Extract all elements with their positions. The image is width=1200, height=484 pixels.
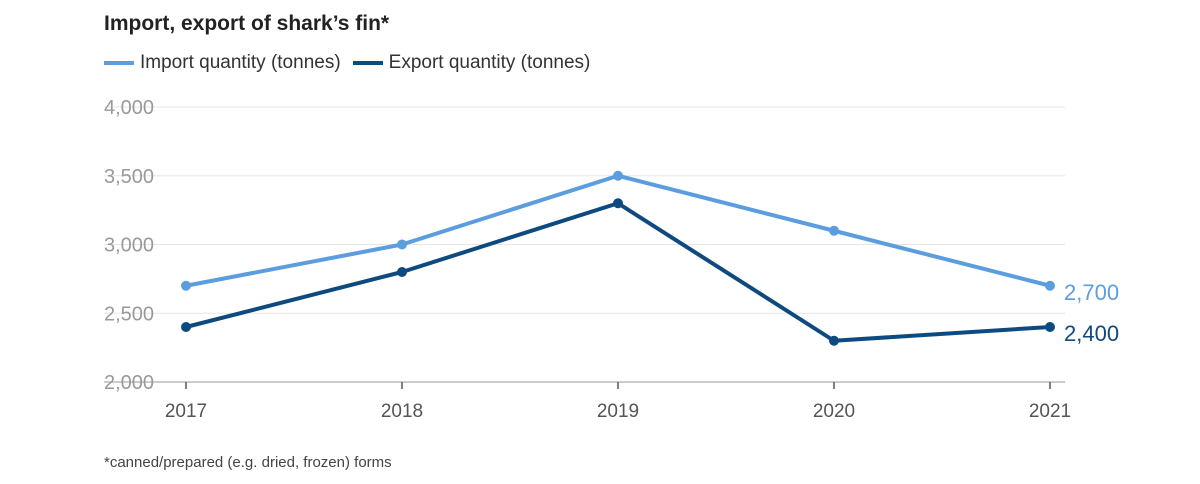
y-tick-label: 2,500 <box>104 303 154 325</box>
x-tick-label: 2019 <box>597 401 639 422</box>
y-tick-label: 2,000 <box>104 372 154 394</box>
legend-swatch-import <box>104 61 134 65</box>
legend-label-export: Export quantity (tonnes) <box>388 52 591 73</box>
x-tick-label: 2017 <box>165 401 207 422</box>
legend-item-import: Import quantity (tonnes) <box>104 52 341 74</box>
x-tick-label: 2020 <box>813 401 855 422</box>
end-label-export: 2,400 <box>1064 321 1119 346</box>
chart-title: Import, export of shark’s fin* <box>104 12 390 35</box>
legend-swatch-export <box>352 61 383 65</box>
data-point <box>181 322 191 332</box>
x-tick-label: 2021 <box>1029 401 1071 422</box>
y-tick-label: 4,000 <box>104 97 154 119</box>
legend-item-export: Export quantity (tonnes) <box>352 52 591 74</box>
data-point <box>613 170 623 181</box>
data-point <box>181 280 191 291</box>
data-point <box>1045 280 1055 291</box>
data-point <box>397 267 407 277</box>
x-tick-label: 2018 <box>381 401 423 422</box>
y-tick-label: 3,500 <box>104 166 154 188</box>
data-point <box>397 239 407 250</box>
data-point <box>613 198 623 209</box>
legend: Import quantity (tonnes) Export quantity… <box>104 52 602 74</box>
footnote: *canned/prepared (e.g. dried, frozen) fo… <box>104 454 392 471</box>
y-tick-label: 3,000 <box>104 235 154 257</box>
end-label-import: 2,700 <box>1064 280 1119 305</box>
series-line-export <box>185 201 1051 343</box>
legend-label-import: Import quantity (tonnes) <box>140 52 341 73</box>
data-point <box>829 335 839 346</box>
series-line-import <box>185 173 1051 288</box>
data-point <box>829 225 839 236</box>
data-point <box>1045 322 1055 332</box>
